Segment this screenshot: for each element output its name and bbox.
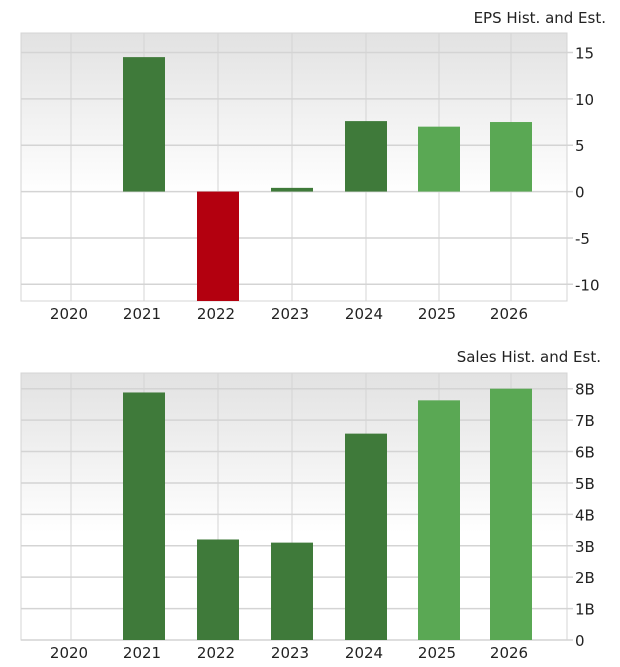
eps-bar-2026 <box>490 122 532 192</box>
eps-ytick-label: 5 <box>575 137 585 155</box>
eps-bar-2021 <box>123 57 165 192</box>
sales-xtick-label: 2026 <box>490 644 528 662</box>
sales-bar-2023 <box>271 542 313 640</box>
eps-ytick-label: 0 <box>575 184 585 202</box>
eps-bar-2022 <box>197 191 239 301</box>
sales-chart-title: Sales Hist. and Est. <box>457 348 601 366</box>
eps-xtick-label: 2023 <box>271 305 309 323</box>
sales-ytick-label: 5B <box>575 475 595 493</box>
sales-ytick-label: 0 <box>575 632 585 650</box>
sales-ytick-label: 8B <box>575 381 595 399</box>
sales-xtick-label: 2022 <box>197 644 235 662</box>
eps-xtick-label: 2024 <box>345 305 383 323</box>
eps-xtick-label: 2025 <box>418 305 456 323</box>
eps-bar-2024 <box>345 121 387 192</box>
eps-bar-2025 <box>418 126 460 192</box>
eps-xtick-label: 2022 <box>197 305 235 323</box>
sales-ytick-label: 2B <box>575 569 595 587</box>
sales-ytick-label: 3B <box>575 538 595 556</box>
sales-bar-2022 <box>197 539 239 640</box>
eps-ytick-label: 10 <box>575 91 594 109</box>
sales-xtick-label: 2021 <box>123 644 161 662</box>
sales-bar-2024 <box>345 433 387 640</box>
eps-xtick-label: 2021 <box>123 305 161 323</box>
sales-ytick-label: 1B <box>575 601 595 619</box>
sales-xtick-label: 2023 <box>271 644 309 662</box>
sales-bar-2025 <box>418 400 460 640</box>
sales-ytick-label: 4B <box>575 506 595 524</box>
eps-chart-title: EPS Hist. and Est. <box>474 9 606 27</box>
eps-xtick-label: 2020 <box>50 305 88 323</box>
sales-xtick-label: 2024 <box>345 644 383 662</box>
sales-ytick-label: 6B <box>575 444 595 462</box>
sales-bar-2021 <box>123 392 165 640</box>
sales-xtick-label: 2025 <box>418 644 456 662</box>
eps-ytick-label: -5 <box>575 230 590 248</box>
sales-ytick-label: 7B <box>575 412 595 430</box>
eps-ytick-label: -10 <box>575 276 600 294</box>
eps-plot-area <box>20 32 568 302</box>
eps-ytick-label: 15 <box>575 44 594 62</box>
eps-xtick-label: 2026 <box>490 305 528 323</box>
eps-bar-2023 <box>271 187 313 192</box>
sales-bar-2026 <box>490 388 532 640</box>
sales-xtick-label: 2020 <box>50 644 88 662</box>
